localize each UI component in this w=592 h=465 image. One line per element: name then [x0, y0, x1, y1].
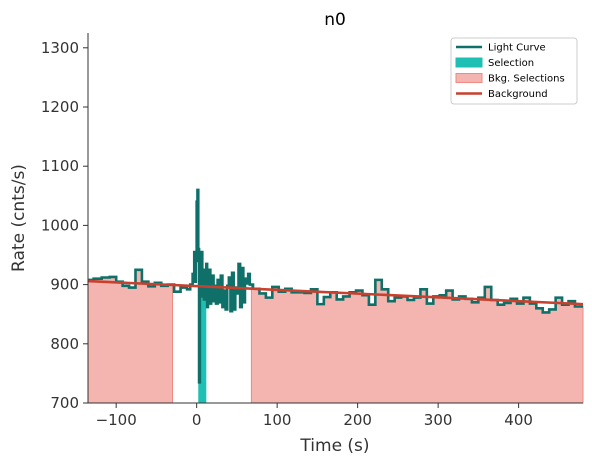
legend-label: Light Curve — [488, 43, 546, 54]
x-tick-label: 300 — [424, 411, 453, 429]
y-tick-label: 900 — [50, 276, 79, 294]
x-tick-label: −100 — [96, 411, 137, 429]
legend-box — [450, 37, 578, 105]
x-axis-label: Time (s) — [299, 436, 369, 456]
legend-label: Selection — [488, 58, 534, 69]
legend: Light Curve Selection Bkg. Selections Backg… — [450, 37, 578, 105]
y-axis-label: Rate (cnts/s) — [9, 164, 29, 272]
background-fit-layer — [87, 279, 584, 306]
x-tick-label: 100 — [263, 411, 292, 429]
legend-swatch-patch — [455, 73, 483, 83]
legend-label: Background — [488, 89, 548, 100]
bkg-selections-layer — [87, 269, 584, 404]
x-tick-label: 400 — [504, 411, 533, 429]
axes — [83, 33, 583, 408]
x-tick-label: 0 — [192, 411, 202, 429]
background-fit-line — [87, 279, 584, 306]
legend-label: Bkg. Selections — [488, 74, 565, 85]
legend-swatch-patch — [455, 57, 483, 68]
y-tick-label: 1100 — [41, 157, 79, 175]
y-tick-label: 700 — [50, 394, 79, 412]
y-tick-label: 1000 — [41, 216, 79, 234]
chart-title: n0 — [324, 10, 346, 30]
x-tick-label: 200 — [343, 411, 372, 429]
y-tick-label: 1200 — [41, 98, 79, 116]
tick-labels: −100 0 100 200 300 400 700 800 900 1000 1100 1200 13… — [41, 39, 533, 429]
y-tick-label: 800 — [50, 335, 79, 353]
bkg-selection-region-1 — [87, 269, 174, 404]
y-tick-label: 1300 — [41, 39, 79, 57]
